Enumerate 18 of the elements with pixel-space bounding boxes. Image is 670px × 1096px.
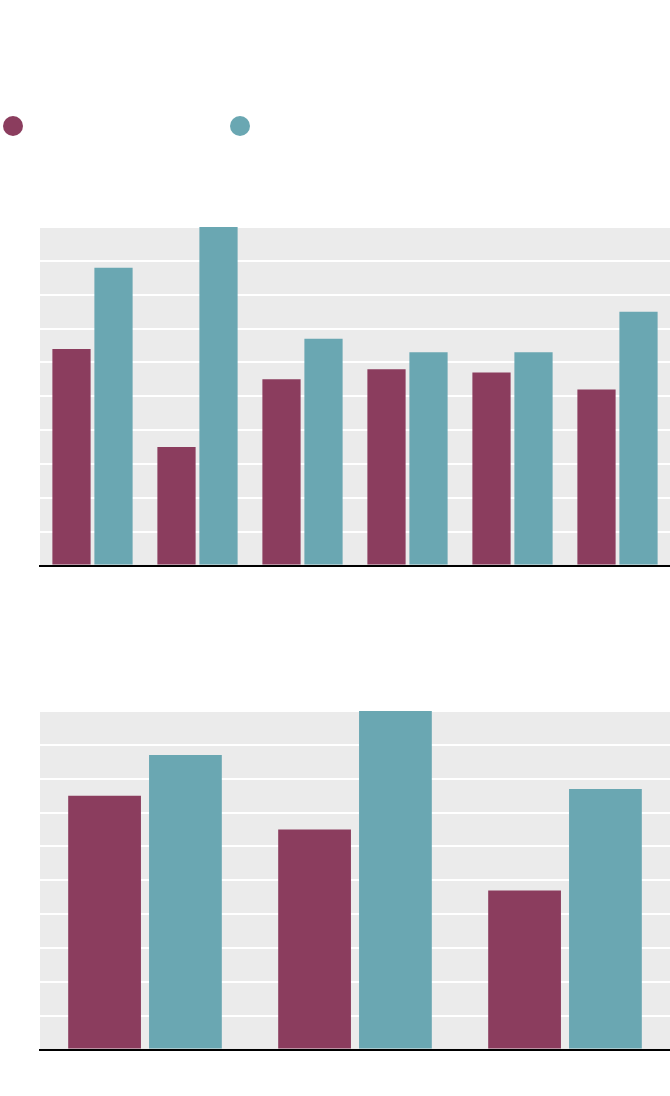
bar (52, 348, 91, 565)
bar (157, 447, 196, 565)
bar (359, 711, 432, 1049)
bar (577, 389, 616, 565)
bar (409, 352, 448, 565)
bar (367, 369, 406, 565)
bar (569, 788, 642, 1049)
bar (514, 352, 553, 565)
bar (262, 379, 301, 565)
bar (619, 311, 658, 565)
bar (68, 795, 141, 1049)
bar (304, 338, 343, 565)
bar (199, 227, 238, 565)
bar (488, 890, 561, 1049)
bar (278, 829, 351, 1049)
bar (472, 372, 511, 565)
bar (94, 267, 133, 565)
bar (149, 755, 222, 1049)
